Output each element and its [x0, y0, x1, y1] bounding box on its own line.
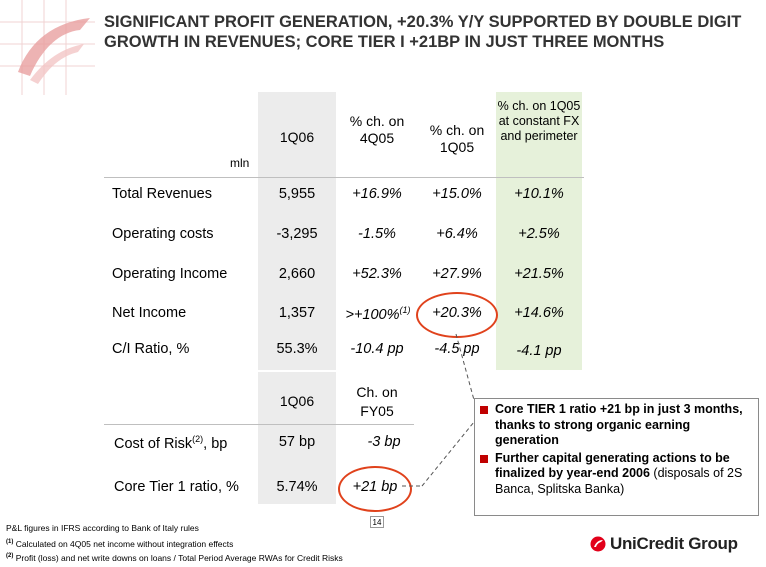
- row-label-suffix: , bp: [203, 435, 228, 452]
- cell-value: +6.4%: [436, 226, 478, 242]
- cell-value: -3 bp: [367, 434, 401, 450]
- callout-connector: [402, 333, 475, 487]
- header2-ch-fy05: Ch. on FY05: [356, 384, 398, 419]
- bullet-square-icon: [480, 454, 488, 463]
- footnote-text: Profit (loss) and net write downs on loa…: [15, 552, 343, 563]
- footnote-marker: (2): [6, 553, 14, 559]
- cell-value: +15.0%: [432, 186, 482, 202]
- cell-value: 5.74%: [276, 479, 318, 495]
- footnote-1: (1) Calculated on 4Q05 net income withou…: [6, 536, 233, 551]
- row-label-core-tier-1: Core Tier 1 ratio, %: [114, 479, 239, 495]
- bullet-text: Core TIER 1 ratio +21 bp in just 3 month…: [495, 402, 743, 447]
- row-label-net-income: Net Income: [112, 305, 187, 321]
- row-label-cost-of-risk: Cost of Risk(2), bp: [114, 434, 227, 452]
- column-highlight-1q06: [258, 92, 336, 370]
- cell-value: 55.3%: [276, 341, 318, 357]
- cell-value: 5,955: [278, 186, 316, 202]
- brand-name: UniCredit Group: [610, 534, 738, 553]
- cell-value: +10.1%: [514, 186, 564, 202]
- row-label-ci-ratio: C/I Ratio, %: [112, 341, 190, 357]
- footnote-main: P&L figures in IFRS according to Bank of…: [6, 523, 199, 533]
- page-number-box: [370, 516, 384, 528]
- footnote-text: Calculated on 4Q05 net income without in…: [15, 538, 234, 549]
- header2-1q06: 1Q06: [279, 393, 315, 409]
- table-divider: [104, 177, 584, 178]
- header-constant-fx: % ch. on 1Q05 at constant FX and perimet…: [497, 99, 581, 143]
- key-messages-box: Core TIER 1 ratio +21 bp in just 3 month…: [474, 398, 759, 516]
- cell-value: +52.3%: [352, 266, 402, 282]
- unicredit-logo-icon: [590, 536, 606, 552]
- cell-value: -1.5%: [358, 226, 396, 242]
- page-title: SIGNIFICANT PROFIT GENERATION, +20.3% Y/…: [104, 13, 742, 51]
- cell-value: -10.4 pp: [350, 341, 404, 357]
- cell-value: -4.5 pp: [434, 341, 480, 357]
- highlight-circle-core-tier: [338, 466, 412, 512]
- header-1q06: 1Q06: [279, 129, 315, 145]
- unit-label: mln: [230, 156, 250, 170]
- cell-value: +21.5%: [514, 266, 564, 282]
- footnote-marker: (1): [399, 305, 411, 315]
- cell-value: 57 bp: [278, 434, 316, 450]
- header-ch-4q05: % ch. on 4Q05: [349, 113, 405, 146]
- cell-value: +14.6%: [514, 305, 564, 321]
- bullet-text: Further capital generating actions to be…: [495, 450, 730, 481]
- bullet-text-normal: (disposals of 2S Banca, Splitska Banka): [495, 466, 743, 496]
- row-label-total-revenues: Total Revenues: [112, 186, 212, 202]
- cell-value: 1,357: [278, 305, 316, 321]
- cell-value: -4.1 pp: [516, 343, 562, 359]
- cell-value: +2.5%: [518, 226, 560, 242]
- column-highlight-constant-fx: [496, 92, 582, 370]
- row-label-operating-income: Operating Income: [112, 266, 228, 282]
- cell-value: 2,660: [278, 266, 316, 282]
- cell-value: +27.9%: [432, 266, 482, 282]
- footnote-marker: (1): [6, 539, 14, 545]
- unicredit-watermark-icon: [0, 0, 95, 95]
- bullet-item: Further capital generating actions to be…: [479, 451, 754, 498]
- cell-value: +16.9%: [352, 186, 402, 202]
- cell-value: >+100%: [345, 306, 400, 323]
- table2-divider: [104, 424, 414, 425]
- bullet-item: Core TIER 1 ratio +21 bp in just 3 month…: [479, 402, 754, 449]
- footnote-2: (2) Profit (loss) and net write downs on…: [6, 550, 343, 565]
- page-number: 14: [372, 518, 382, 527]
- cell-value: -3,295: [276, 226, 318, 242]
- cell-value-net-income-ch-4q05: >+100%(1): [336, 305, 420, 323]
- header-ch-1q05: % ch. on 1Q05: [429, 122, 485, 155]
- row-label-operating-costs: Operating costs: [112, 226, 214, 242]
- footnote-marker: (2): [192, 434, 204, 444]
- row-label-text: Cost of Risk: [114, 435, 193, 452]
- column-highlight-1q06-lower: [258, 372, 336, 504]
- bullet-square-icon: [480, 406, 488, 414]
